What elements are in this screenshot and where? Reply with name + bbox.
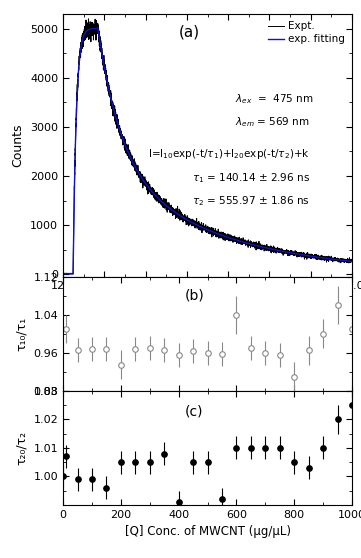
exp. fitting xyxy=(185,217,189,223)
exp. fitting xyxy=(350,258,354,264)
Y-axis label: τ₁₀/τ₁: τ₁₀/τ₁ xyxy=(15,316,28,351)
exp. fitting xyxy=(198,223,203,230)
exp. fitting xyxy=(182,215,187,222)
Text: I=I$_{10}$exp(-t/$\tau_1$)+I$_{20}$exp(-t/$\tau_2$)+k: I=I$_{10}$exp(-t/$\tau_1$)+I$_{20}$exp(-… xyxy=(148,147,310,161)
exp. fitting xyxy=(96,25,100,32)
Expt. xyxy=(341,257,345,264)
exp. fitting xyxy=(327,256,331,262)
Text: (a): (a) xyxy=(179,25,200,39)
Text: (c): (c) xyxy=(184,405,203,419)
Expt. xyxy=(185,216,189,223)
Expt. xyxy=(271,247,275,253)
Y-axis label: Counts: Counts xyxy=(12,123,25,167)
Text: $\tau_2$ = 555.97 $\pm$ 1.86 ns: $\tau_2$ = 555.97 $\pm$ 1.86 ns xyxy=(192,194,309,208)
X-axis label: Time (ns): Time (ns) xyxy=(178,294,237,307)
Y-axis label: τ₂₀/τ₂: τ₂₀/τ₂ xyxy=(15,431,28,465)
Expt. xyxy=(327,253,331,259)
Expt. xyxy=(198,224,203,230)
Text: $\lambda_{em}$ = 569 nm: $\lambda_{em}$ = 569 nm xyxy=(235,116,310,129)
Line: Expt.: Expt. xyxy=(63,19,352,274)
Expt. xyxy=(63,271,67,277)
exp. fitting xyxy=(271,246,275,253)
X-axis label: [Q] Conc. of MWCNT (μg/μL): [Q] Conc. of MWCNT (μg/μL) xyxy=(125,526,291,538)
Line: exp. fitting: exp. fitting xyxy=(63,28,352,273)
Text: $\lambda_{ex}$  =  475 nm: $\lambda_{ex}$ = 475 nm xyxy=(235,92,313,105)
Legend: Expt., exp. fitting: Expt., exp. fitting xyxy=(266,19,347,46)
Expt. xyxy=(86,16,91,22)
exp. fitting xyxy=(61,270,65,277)
Expt. xyxy=(61,270,65,277)
Text: (b): (b) xyxy=(184,288,204,302)
Expt. xyxy=(350,257,354,263)
exp. fitting xyxy=(341,257,345,264)
Expt. xyxy=(182,217,187,223)
Text: $\tau_1$ = 140.14 $\pm$ 2.96 ns: $\tau_1$ = 140.14 $\pm$ 2.96 ns xyxy=(192,171,310,185)
